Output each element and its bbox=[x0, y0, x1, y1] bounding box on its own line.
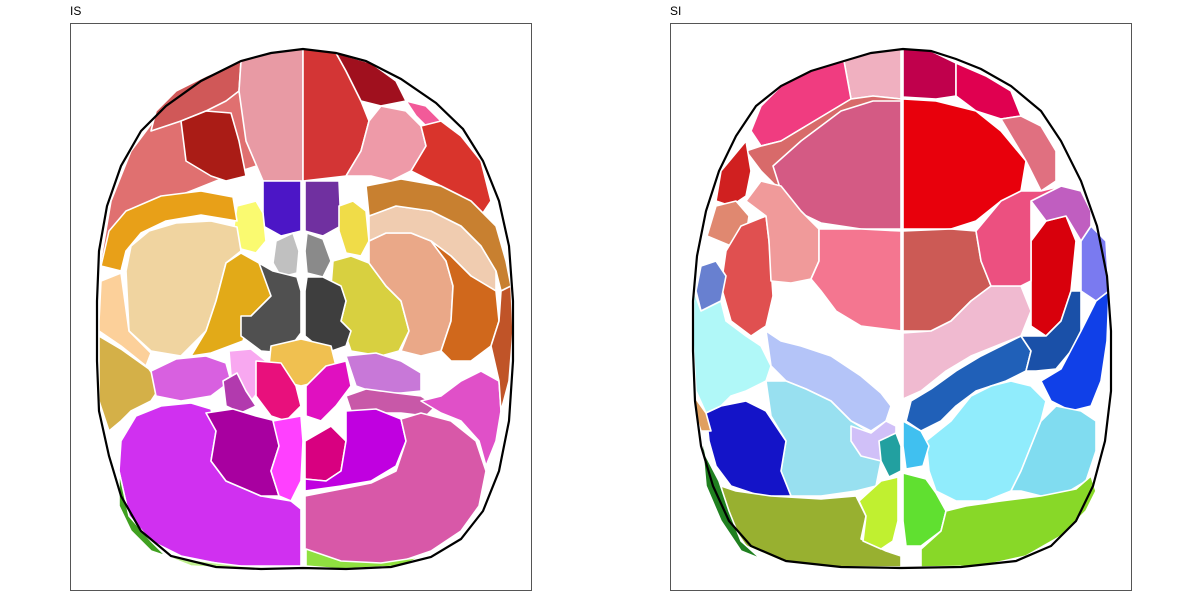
region-left-33 bbox=[222, 372, 257, 414]
region-left-27 bbox=[98, 335, 162, 432]
region-right-20 bbox=[975, 185, 1062, 287]
region-left-10 bbox=[262, 180, 302, 237]
region-left-38 bbox=[270, 415, 304, 502]
region-left-11 bbox=[304, 180, 342, 237]
region-left-31 bbox=[255, 360, 302, 422]
region-right-30 bbox=[878, 432, 902, 478]
region-right-08 bbox=[1000, 115, 1057, 192]
region-right-19 bbox=[1030, 185, 1092, 242]
region-left-43 bbox=[118, 470, 167, 557]
region-right-13 bbox=[810, 228, 902, 332]
region-left-29 bbox=[150, 355, 232, 402]
region-right-34 bbox=[858, 476, 899, 550]
region-right-09 bbox=[715, 140, 752, 207]
region-left-15 bbox=[304, 232, 332, 278]
panel-title-left: IS bbox=[70, 4, 82, 18]
region-left-42 bbox=[420, 370, 502, 467]
brain-outline-right bbox=[691, 47, 1113, 570]
region-right-21 bbox=[905, 335, 1032, 432]
region-left-14 bbox=[272, 232, 300, 278]
region-left-17 bbox=[125, 220, 242, 357]
region-left-18 bbox=[98, 272, 152, 367]
brain-view-panel-left bbox=[70, 23, 532, 591]
panel-title-right: SI bbox=[670, 4, 682, 18]
brain-view-panel-right bbox=[670, 23, 1132, 591]
region-left-07 bbox=[180, 110, 247, 182]
region-right-01 bbox=[843, 48, 902, 100]
region-left-32 bbox=[305, 360, 352, 422]
brain-atlas-right bbox=[691, 47, 1113, 570]
regions-left bbox=[98, 48, 514, 570]
brain-outline-left bbox=[95, 47, 515, 571]
region-right-11 bbox=[720, 215, 774, 337]
region-right-15 bbox=[902, 285, 1032, 400]
region-right-37 bbox=[700, 430, 762, 560]
region-right-32 bbox=[705, 400, 792, 497]
region-right-31 bbox=[902, 420, 930, 470]
regions-right bbox=[692, 48, 1110, 568]
region-right-33 bbox=[720, 485, 902, 568]
region-left-34 bbox=[345, 352, 422, 394]
region-left-23 bbox=[430, 240, 500, 362]
region-left-13 bbox=[338, 200, 370, 257]
brain-atlas-left bbox=[95, 47, 515, 571]
region-left-16 bbox=[100, 190, 238, 272]
